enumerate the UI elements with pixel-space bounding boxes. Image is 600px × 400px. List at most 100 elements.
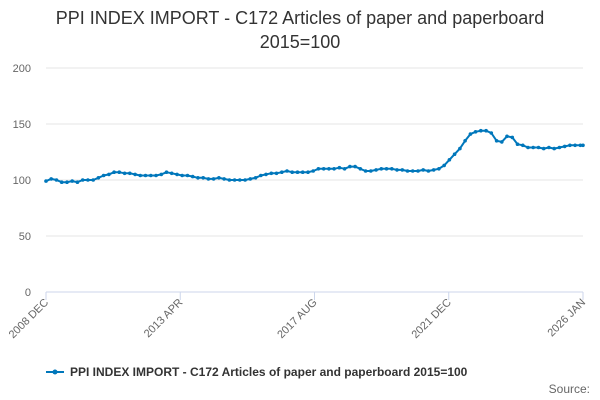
data-point[interactable] [306,170,310,174]
data-point[interactable] [175,172,179,177]
data-point[interactable] [285,169,289,173]
data-point[interactable] [473,130,478,134]
data-point[interactable] [75,180,80,184]
data-point[interactable] [531,145,535,150]
data-point[interactable] [159,172,164,177]
data-point[interactable] [410,169,415,173]
data-point[interactable] [484,128,488,133]
data-point[interactable] [128,171,132,176]
data-point[interactable] [447,158,452,162]
data-point[interactable] [274,171,279,176]
data-point[interactable] [269,171,274,176]
data-point[interactable] [369,169,373,173]
data-point[interactable] [353,164,357,169]
data-point[interactable] [169,171,174,176]
data-point[interactable] [521,143,525,148]
data-point[interactable] [573,143,577,148]
data-point[interactable] [300,170,305,174]
data-point[interactable] [374,168,378,172]
data-point[interactable] [405,169,410,173]
data-point[interactable] [500,140,504,144]
data-point[interactable] [49,177,53,181]
data-point[interactable] [332,167,336,171]
data-point[interactable] [122,171,127,176]
data-point[interactable] [458,146,462,151]
data-point[interactable] [86,178,90,182]
data-point[interactable] [117,170,122,174]
data-point[interactable] [421,168,426,172]
data-point[interactable] [552,146,556,151]
data-point[interactable] [562,144,567,149]
data-point[interactable] [526,145,530,150]
data-point[interactable] [400,168,405,172]
data-point[interactable] [311,169,316,173]
data-point[interactable] [568,143,572,148]
data-point[interactable] [479,128,483,133]
data-point[interactable] [557,145,562,150]
data-point[interactable] [363,169,368,173]
data-point[interactable] [390,167,394,171]
data-point[interactable] [211,177,216,181]
data-point[interactable] [384,167,389,171]
data-point[interactable] [515,142,520,146]
data-point[interactable] [416,169,420,173]
data-point[interactable] [431,168,436,172]
data-point[interactable] [468,132,473,136]
data-point[interactable] [342,167,347,171]
data-point[interactable] [96,176,101,180]
data-point[interactable] [264,172,268,177]
data-point[interactable] [107,172,111,177]
data-point[interactable] [238,178,242,182]
data-point[interactable] [143,173,148,178]
data-point[interactable] [149,173,153,178]
data-point[interactable] [91,178,95,182]
data-point[interactable] [316,167,321,171]
data-point[interactable] [489,131,494,135]
data-point[interactable] [395,168,399,172]
data-point[interactable] [70,179,74,183]
data-point[interactable] [442,163,447,168]
data-point[interactable] [337,165,342,170]
data-point[interactable] [185,173,190,178]
data-point[interactable] [536,145,541,150]
data-point[interactable] [581,143,585,148]
data-point[interactable] [65,180,69,184]
data-point[interactable] [327,167,331,171]
data-point[interactable] [259,173,263,178]
data-point[interactable] [541,146,546,151]
data-point[interactable] [217,176,221,180]
data-point[interactable] [426,169,431,173]
legend[interactable]: PPI INDEX IMPORT - C172 Articles of pape… [46,365,468,379]
data-point[interactable] [180,173,184,178]
data-point[interactable] [206,177,211,181]
data-point[interactable] [547,145,551,150]
data-point[interactable] [295,170,300,174]
data-point[interactable] [578,143,583,148]
data-point[interactable] [437,167,441,171]
data-point[interactable] [232,178,237,182]
data-point[interactable] [253,176,258,180]
data-point[interactable] [452,152,457,156]
legend-series-label[interactable]: PPI INDEX IMPORT - C172 Articles of pape… [70,365,468,379]
data-point[interactable] [138,173,143,178]
data-point[interactable] [222,177,226,181]
data-point[interactable] [494,139,499,143]
data-point[interactable] [196,176,200,180]
data-point[interactable] [154,173,158,178]
data-point[interactable] [358,167,363,171]
data-point[interactable] [201,176,205,180]
data-point[interactable] [227,178,232,182]
data-point[interactable] [243,178,247,182]
data-point[interactable] [133,172,137,177]
data-point[interactable] [59,180,64,184]
data-point[interactable] [510,135,515,140]
data-point[interactable] [164,170,169,174]
data-point[interactable] [80,178,85,182]
data-point[interactable] [321,167,326,171]
data-point[interactable] [44,179,48,183]
data-point[interactable] [101,173,106,178]
data-point[interactable] [379,167,384,171]
data-point[interactable] [348,164,352,169]
data-point[interactable] [280,170,284,174]
data-point[interactable] [463,139,467,143]
